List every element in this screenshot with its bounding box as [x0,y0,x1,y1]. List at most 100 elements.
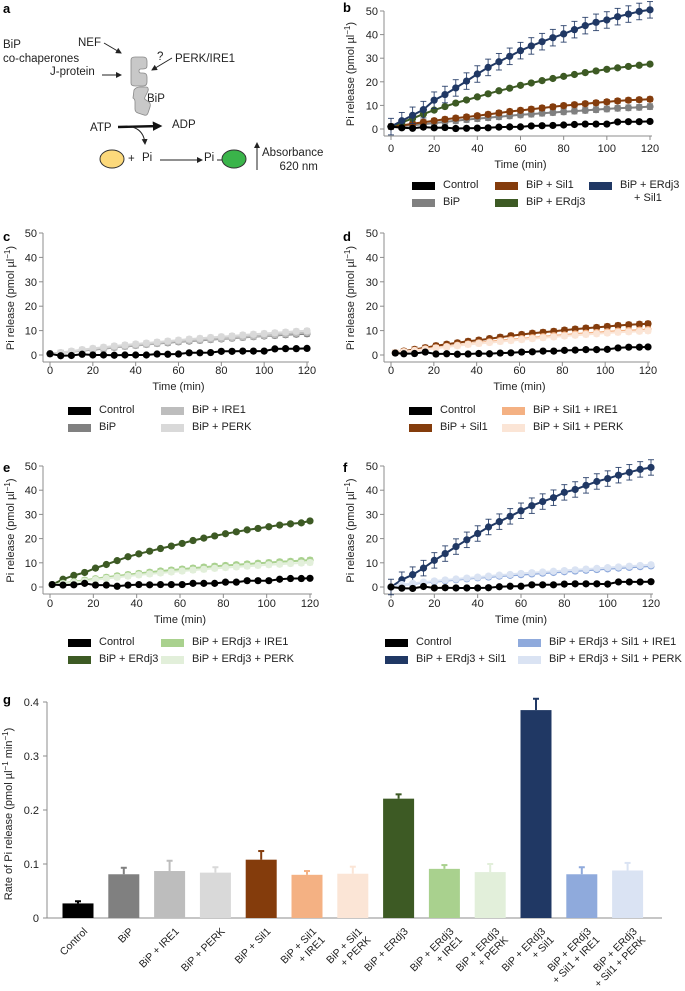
data-point [485,338,494,347]
legend-label: BiP + Sil1 [440,421,488,433]
y-tick-label: 30 [25,509,37,521]
x-tick-label: 20 [428,598,440,610]
y-tick-label: 20 [366,534,378,546]
y-tick-label: 50 [366,6,378,18]
x-axis-title: Time (min) [495,614,547,626]
nef-arrow [103,42,122,54]
category-label: BiP + Sil1 [233,926,274,967]
legend-label: BiP + IRE1 [192,404,246,416]
data-point [462,96,471,104]
data-point [538,109,546,117]
x-tick-label: 0 [388,365,394,377]
data-point [306,517,314,525]
question-mark-label: ? [157,51,164,63]
data-point [474,584,482,592]
data-point [292,327,300,335]
data-point [571,485,579,494]
data-point [581,22,589,30]
data-point [571,331,579,339]
x-tick-label: 120 [642,598,660,610]
reagent-ellipse [99,149,125,169]
bar-group [520,697,552,918]
legend-swatch [412,182,435,190]
bar-group [154,859,186,918]
data-point [243,577,251,585]
data-point [560,108,568,116]
data-point [419,582,428,591]
data-point [91,576,100,584]
y-tick-label: 40 [25,252,37,264]
x-tick-label: 20 [428,365,440,377]
data-point [538,104,546,112]
data-point [421,348,429,356]
y-tick-label: 40 [25,485,37,497]
chart-d: 0 10 20 30 40 50 0 20 40 60 80 100 120 Time (min) Pi r… [343,228,657,393]
atp-label: ATP [90,122,112,134]
data-point [593,346,601,354]
panel-label-f: f [343,460,348,475]
data-point [67,351,76,360]
legend-label: BiP + Sil1 + IRE1 [533,404,618,416]
data-point [391,349,399,357]
legend-label: Control [99,636,135,648]
bar [520,710,552,918]
y-tick-label: 0 [372,582,378,594]
x-tick-label: 100 [598,598,616,610]
legend-swatch [409,424,432,432]
y-tick-label: 20 [366,301,378,313]
data-point [484,124,492,132]
legend-item: BiP + ERdj3 + Sil1 [589,179,679,205]
x-tick-label: 20 [87,365,99,377]
legend-e: Control BiP + ERdj3 BiP + ERdj3 + IRE1 BiP … [68,636,340,676]
data-point [581,68,589,77]
pi-release-arrow [131,126,148,145]
category-label: BiP + ERdj3+ Sil1 + IRE1 [542,926,603,987]
legend-label: Control [416,636,452,648]
x-tick-label: 60 [174,598,186,610]
panel-label-d: d [343,229,351,244]
data-point [517,582,525,590]
legend-swatch [385,639,408,647]
data-point [156,580,165,589]
data-point [646,60,654,68]
data-point [484,110,492,118]
bar-group [383,793,415,918]
data-point [265,561,273,569]
data-point [570,70,579,79]
legend-label: BiP [99,421,117,433]
legend-label: BiP + ERdj3 [99,653,159,665]
legend-swatch [68,407,91,415]
data-point [228,332,236,340]
data-point [560,346,569,354]
data-point [232,563,240,571]
data-point [506,84,514,92]
data-point [174,350,183,358]
legend-swatch [502,424,525,432]
data-point [593,323,601,332]
legend-item: BiP + Sil1 + PERK [502,421,623,434]
legend-item: BiP [412,196,460,209]
data-point [570,107,579,115]
y-axis-title: Pi release (pmol µl−1) [343,478,357,582]
data-point [527,110,535,118]
bip-cochaperones-label: BiP co-chaperones [3,38,79,66]
y-axis-title: Pi release (pmol µl−1) [343,246,357,350]
data-point [614,321,622,330]
data-point [582,565,590,573]
data-point [592,120,600,128]
bar-group [337,865,369,918]
data-point [441,115,449,123]
data-point [528,581,536,589]
bar-group [62,900,94,918]
data-point [113,557,121,565]
perk-ire1-arrow [151,57,173,71]
data-point [646,6,654,14]
data-point [549,494,558,502]
y-axis-title: Pi release (pmol µl−1) [3,246,17,350]
data-point [254,561,262,570]
data-point [121,351,129,359]
data-point [538,122,546,130]
data-point [636,465,644,473]
x-tick-label: 100 [257,598,275,610]
data-point [110,351,118,359]
